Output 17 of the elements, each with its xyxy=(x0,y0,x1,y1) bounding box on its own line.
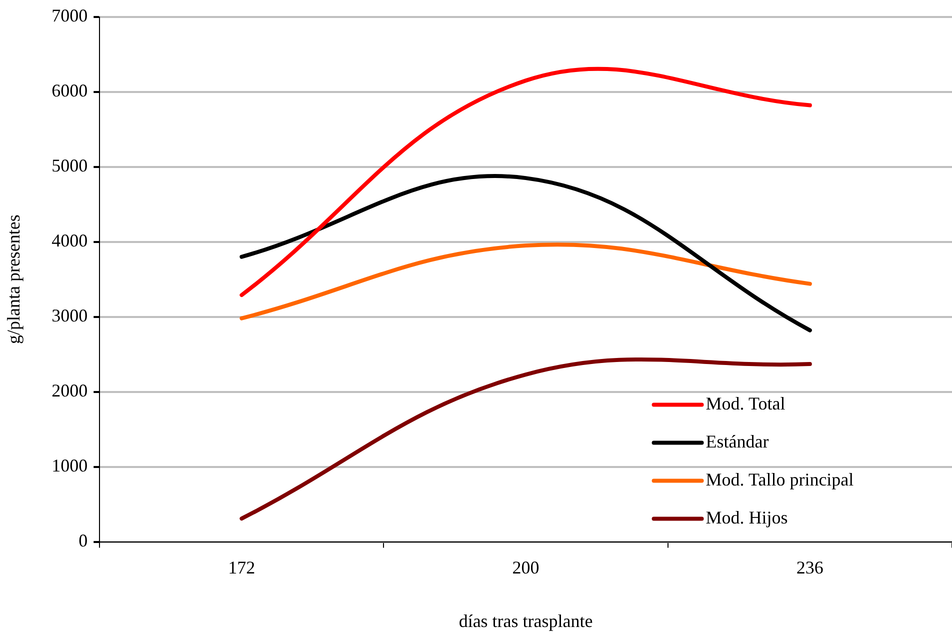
y-tick-label: 3000 xyxy=(52,306,88,326)
y-tick-label: 7000 xyxy=(52,6,88,26)
legend-label: Estándar xyxy=(706,432,769,452)
y-tick-label: 6000 xyxy=(52,80,88,101)
x-tick-label: 200 xyxy=(512,557,540,578)
y-tick-label: 4000 xyxy=(52,230,88,251)
y-axis-title: g/planta presentes xyxy=(4,214,24,344)
y-tick-label: 0 xyxy=(78,530,88,551)
x-tick-label: 172 xyxy=(228,557,256,578)
legend-label: Mod. Total xyxy=(706,394,786,414)
y-tick-label: 1000 xyxy=(52,456,88,476)
x-tick-label: 236 xyxy=(796,557,824,578)
y-tick-label: 5000 xyxy=(52,156,88,176)
x-axis-title: días tras trasplante xyxy=(458,610,593,631)
legend-label: Mod. Tallo principal xyxy=(706,470,854,490)
legend-label: Mod. Hijos xyxy=(706,508,788,528)
y-tick-label: 2000 xyxy=(52,380,88,401)
